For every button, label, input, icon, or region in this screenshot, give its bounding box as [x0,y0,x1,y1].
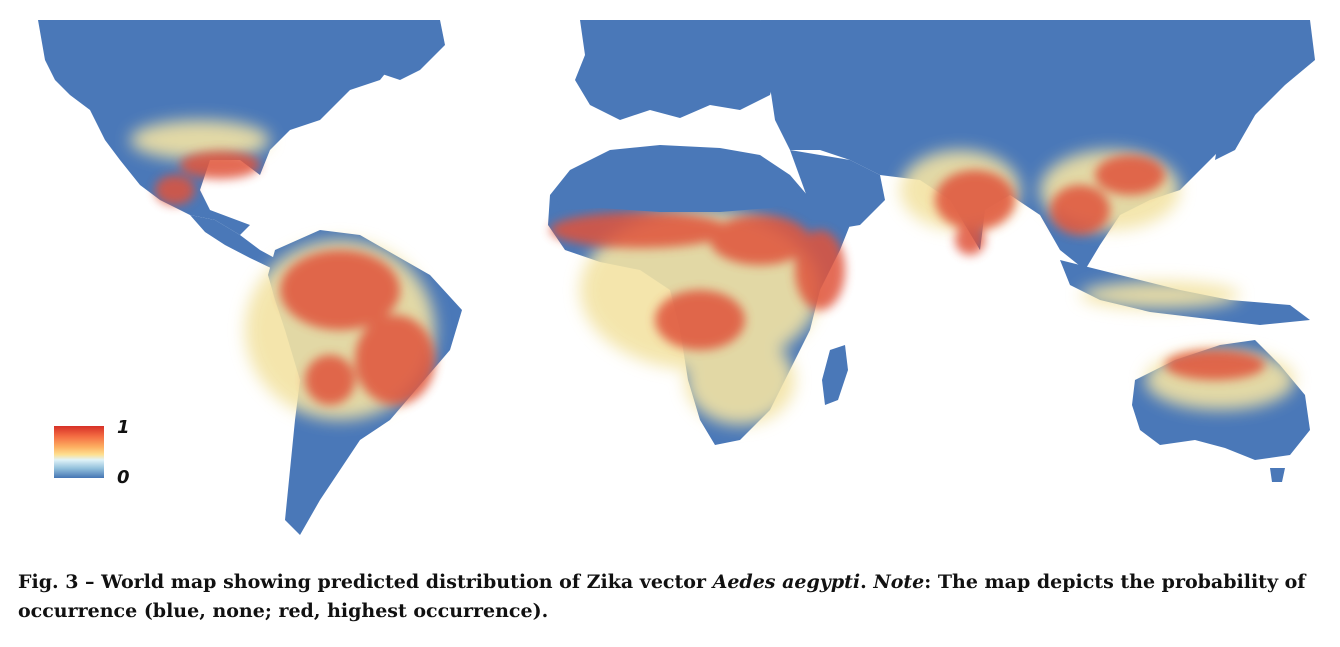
greenland [330,20,445,80]
world-map [38,20,1315,535]
europe [575,20,780,120]
arabia [790,150,885,230]
sahara-region [556,148,800,212]
caption-fig-label: Fig. 3 – World map showing predicted dis… [18,571,713,593]
asia [760,20,1315,270]
madagascar [822,345,848,405]
caption-note-label: Note [873,571,925,593]
tasmania [1270,468,1285,482]
caption-species: Aedes aegypti [712,571,861,593]
probability-legend-bar [54,426,104,478]
japan [1215,60,1262,160]
high-probability-zones [155,151,1265,405]
central-america [190,215,282,270]
figure-caption: Fig. 3 – World map showing predicted dis… [18,571,1306,622]
legend-max-label: 1 [117,417,130,438]
legend-min-label: 0 [117,467,130,488]
caption-note-text: : The map depicts the probability of occ… [18,571,1306,622]
